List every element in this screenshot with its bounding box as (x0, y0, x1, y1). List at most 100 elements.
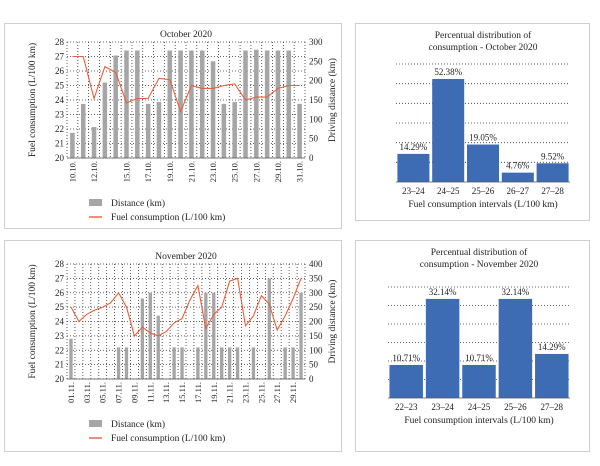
november-dist-data-label: 14.29% (538, 342, 566, 352)
october-distance-bar (264, 50, 270, 158)
november-dist-category-label: 24–25 (468, 402, 491, 412)
november-x-tick-label: 07.11. (114, 382, 124, 403)
november-consumption-line (70, 277, 302, 338)
october-dist-data-label: 4.76% (506, 161, 530, 171)
november-dist-category-label: 27–28 (541, 402, 564, 412)
november-right-tick-label: 300 (309, 288, 323, 298)
october-legend-consumption: Fuel consumption (L/100 km) (111, 212, 225, 223)
october-dist-title-line: Percentual distribution of (435, 30, 532, 41)
october-distance-bar (102, 82, 108, 158)
october-x-tick-label: 12.10. (89, 161, 99, 182)
october-left-tick-label: 26 (55, 66, 65, 76)
october-dist-title-line: consumption - October 2020 (429, 43, 538, 53)
november-left-tick-label: 26 (55, 288, 65, 298)
october-dist-category-label: 25–26 (472, 186, 495, 196)
october-distribution-chart: Percentual distribution of consumption - … (396, 30, 570, 210)
october-right-tick-label: 50 (309, 134, 319, 144)
november-x-tick-label: 25.11. (256, 382, 266, 403)
october-dist-data-label: 14.29% (400, 142, 428, 152)
october-distance-bar (221, 103, 227, 158)
october-dist-category-label: 24–25 (437, 186, 460, 196)
october-distribution-panel: Percentual distribution of consumption - … (355, 23, 590, 221)
november-x-tick-label: 01.11. (66, 382, 76, 403)
october-distance-bar (232, 101, 237, 158)
october-distance-bar (286, 50, 292, 158)
october-x-tick-label: 29.10. (273, 161, 283, 182)
october-distance-bar (254, 49, 259, 158)
october-distance-bar (135, 50, 140, 158)
november-legend-consumption: Fuel consumption (L/100 km) (111, 433, 225, 444)
november-dist-data-label: 32.14% (429, 287, 457, 297)
october-distance-bar (80, 103, 86, 158)
november-right-tick-label: 50 (309, 360, 319, 370)
october-legend-distance: Distance (km) (111, 198, 165, 209)
november-x-tick-label: 15.11. (177, 382, 187, 403)
october-distance-bar (124, 50, 129, 158)
october-distance-bar (243, 50, 248, 158)
november-distance-bar (116, 347, 121, 379)
november-distance-bar (196, 347, 200, 379)
november-dist-title-line: consumption - November 2020 (420, 260, 539, 270)
november-dist-bar (389, 364, 423, 398)
november-distance-bar (235, 347, 240, 379)
october-distance-bar (210, 61, 216, 159)
october-left-tick-label: 20 (55, 153, 65, 163)
october-x-tick-label: 25.10. (230, 161, 240, 182)
october-combo-panel: October 2020 20 21 22 23 24 25 26 27 28 0 50 100 150 2… (4, 23, 342, 229)
november-right-tick-label: 350 (309, 273, 323, 283)
november-x-tick-label: 29.11. (288, 382, 298, 403)
october-dist-data-label: 52.38% (434, 67, 462, 77)
november-distance-bar (69, 338, 73, 379)
october-dist-category-label: 23–24 (402, 186, 425, 196)
november-dist-data-label: 32.14% (502, 287, 530, 297)
october-x-tick-label: 19.10. (165, 161, 175, 182)
october-dist-category-label: 26–27 (507, 186, 530, 196)
november-dist-x-axis-label: Fuel consumption intervals (L/100 km) (404, 415, 553, 426)
november-distance-bar (156, 315, 160, 379)
october-dist-data-label: 9.52% (541, 151, 565, 161)
november-distance-bar (212, 292, 216, 379)
november-distance-bar (148, 292, 152, 379)
october-x-tick-label: 27.10. (251, 161, 261, 182)
october-distance-bar (199, 50, 205, 158)
november-distance-bar (291, 347, 295, 379)
november-right-tick-label: 0 (309, 374, 314, 384)
october-distance-bar (113, 55, 118, 158)
november-right-tick-label: 400 (309, 259, 323, 269)
november-left-axis-label: Fuel consumption (L/100 km) (27, 264, 38, 378)
november-x-tick-label: 17.11. (193, 382, 203, 403)
november-left-tick-label: 21 (55, 360, 64, 370)
october-right-tick-label: 300 (309, 37, 323, 47)
november-x-tick-label: 13.11. (161, 382, 171, 403)
october-legend-bar-swatch (89, 199, 102, 206)
november-left-tick-label: 20 (55, 374, 65, 384)
november-left-tick-label: 25 (55, 302, 65, 312)
november-distance-bar (227, 347, 232, 379)
october-right-tick-label: 250 (309, 56, 323, 66)
november-distance-bar (220, 347, 224, 379)
november-distance-bar (251, 347, 256, 379)
november-right-tick-label: 200 (309, 317, 323, 327)
november-x-tick-label: 03.11. (82, 382, 92, 403)
october-distance-bar (178, 50, 183, 158)
october-dist-bar (466, 144, 500, 182)
november-right-axis-label: Driving distance (km) (327, 280, 338, 364)
november-dist-category-label: 25–26 (504, 402, 527, 412)
november-dist-bar (535, 353, 569, 398)
november-distribution-panel: Percentual distribution of consumption - … (355, 240, 590, 452)
november-x-tick-label: 11.11. (145, 382, 155, 403)
november-distance-bar (204, 292, 208, 379)
november-left-tick-label: 28 (55, 259, 65, 269)
october-left-tick-label: 27 (55, 52, 65, 62)
october-left-tick-label: 23 (55, 110, 65, 120)
november-dist-data-label: 10.71% (392, 353, 420, 363)
october-dist-bar (501, 172, 534, 182)
november-dist-title-line: Percentual distribution of (431, 247, 528, 258)
october-dist-data-label: 19.05% (469, 133, 497, 143)
october-right-tick-label: 0 (309, 153, 314, 163)
october-left-tick-label: 24 (55, 95, 65, 105)
october-dist-bar (397, 153, 430, 182)
october-left-tick-label: 28 (55, 37, 65, 47)
november-x-tick-label: 23.11. (241, 382, 251, 403)
october-distance-bar (167, 50, 173, 158)
